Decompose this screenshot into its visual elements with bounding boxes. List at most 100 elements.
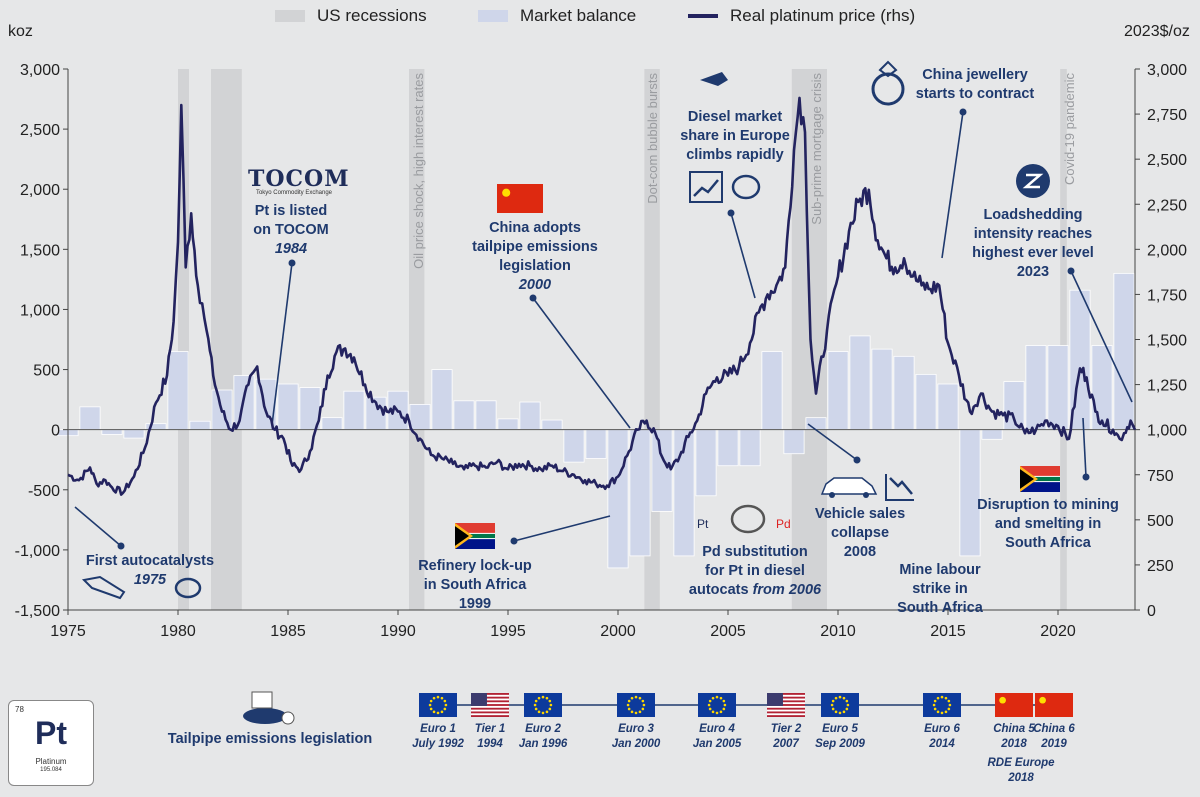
balance-bar xyxy=(277,383,299,431)
refinery-annotation: Refinery lock-up in South Africa 1999 xyxy=(400,557,550,614)
timeline-item-date: Jan 1996 xyxy=(518,738,568,750)
timeline-item-caption: China 5 2018 xyxy=(969,722,1059,752)
timeline-item-date: 2014 xyxy=(929,738,955,750)
timeline-item-name: China 6 xyxy=(1033,723,1075,735)
mine-line2: strike in xyxy=(912,581,968,597)
vehicle-sales-annotation: Vehicle sales collapse 2008 xyxy=(805,505,915,562)
timeline-item-name: Euro 3 xyxy=(618,723,654,735)
chart-down-icon xyxy=(885,474,914,501)
right-tick-label: 1,750 xyxy=(1147,287,1187,304)
ring-icon xyxy=(871,72,905,106)
left-tick-label: 2,000 xyxy=(20,182,60,199)
legend-balance: Market balance xyxy=(478,6,636,26)
timeline-item-name: China 5 xyxy=(993,723,1035,735)
pd-pd-label: Pd xyxy=(776,517,791,531)
balance-bar xyxy=(167,351,189,431)
balance-bar xyxy=(1025,345,1047,431)
chart-up-icon-line xyxy=(693,179,719,197)
chart-up-icon xyxy=(689,171,723,203)
timeline-item-date: 2019 xyxy=(1041,738,1067,750)
car-wheel-icon-2 xyxy=(863,492,869,498)
tocom-line1: Pt is listed xyxy=(254,203,328,219)
legend-recessions-label: US recessions xyxy=(317,6,427,25)
leader-line xyxy=(532,297,631,429)
refinery-line1: Refinery lock-up xyxy=(418,558,532,574)
loadshedding-line1: Loadshedding xyxy=(983,207,1083,223)
timeline-item-name: Euro 5 xyxy=(822,723,858,735)
disruption-line3: South Africa xyxy=(1005,535,1091,551)
right-tick-label: 2,000 xyxy=(1147,242,1187,259)
balance-bar xyxy=(343,390,365,431)
balance-bar xyxy=(431,369,453,431)
x-tick-label: 2015 xyxy=(930,623,966,640)
pd-substitution-annotation: Pd substitution for Pt in diesel autocat… xyxy=(670,543,840,600)
price-line xyxy=(67,96,1137,496)
right-axis-unit: 2023$/oz xyxy=(1124,23,1190,40)
event-label-subprime: Sub-prime mortgage crisis xyxy=(809,73,824,225)
left-tick-label: -1,500 xyxy=(15,603,60,620)
timeline-item-name: Tier 2 xyxy=(770,723,802,735)
left-tick-label: -1,000 xyxy=(15,543,60,560)
x-tick-label: 1985 xyxy=(270,623,306,640)
event-label-covid: Covid-19 pandemic xyxy=(1062,73,1077,186)
x-tick-label: 1990 xyxy=(380,623,416,640)
diesel-line3: climbs rapidly xyxy=(686,147,784,163)
diesel-line1: Diesel market xyxy=(687,109,783,125)
jewellery-line1: China jewellery xyxy=(922,67,1028,83)
timeline-item-caption: Tier 2 2007 xyxy=(741,722,831,752)
element-symbol: Pt xyxy=(35,715,67,751)
tocom-year: 1984 xyxy=(274,241,308,257)
right-tick-label: 1,250 xyxy=(1147,378,1187,395)
balance-bar xyxy=(101,429,123,435)
balance-swatch xyxy=(478,10,508,22)
chart-down-icon-line xyxy=(889,477,913,495)
rde-europe-caption: RDE Europe 2018 xyxy=(976,756,1066,786)
balance-bar xyxy=(453,400,475,431)
pd-pt-label: Pt xyxy=(697,517,709,531)
jewellery-annotation: China jewellery starts to contract xyxy=(895,66,1055,104)
autocatalyst-icon xyxy=(174,577,202,599)
autocatalyst-annotation: First autocatalysts 1975 xyxy=(70,552,230,590)
balance-bar xyxy=(1113,272,1135,431)
left-tick-label: 1,000 xyxy=(20,302,60,319)
balance-bar xyxy=(849,335,871,431)
pd-line3a: autocats xyxy=(688,582,753,598)
china-year: 2000 xyxy=(518,277,552,293)
x-tick-label: 2020 xyxy=(1040,623,1076,640)
timeline-item-name: Euro 4 xyxy=(699,723,735,735)
leader-line xyxy=(941,111,964,259)
leader-dot xyxy=(1082,473,1090,481)
balance-bar xyxy=(123,429,145,439)
loadshedding-year: 2023 xyxy=(1016,264,1050,280)
event-label-dotcom: Dot-com bubble bursts xyxy=(645,73,660,204)
left-tick-label: 0 xyxy=(51,423,60,440)
leader-line xyxy=(730,212,756,299)
vehicle-line1: Vehicle sales xyxy=(814,506,906,522)
timeline-item-date: Sep 2009 xyxy=(815,738,865,750)
vehicle-line2: collapse xyxy=(830,525,890,541)
balance-bar xyxy=(541,419,563,431)
pd-catalyst-icon xyxy=(730,504,766,534)
right-tick-label: 750 xyxy=(1147,468,1174,485)
tocom-logo: TOCOM Tokyo Commodity Exchange xyxy=(248,166,349,196)
balance-bar xyxy=(585,429,607,459)
recession-band xyxy=(409,69,425,610)
south-africa-flag-icon-black xyxy=(455,526,469,546)
legend-price-label: Real platinum price (rhs) xyxy=(730,6,916,25)
south-africa-flag-icon-2-green xyxy=(1020,476,1060,482)
rde-name: RDE Europe xyxy=(987,757,1055,769)
event-label-oil: Oil price shock, high interest rates xyxy=(411,73,426,269)
mine-strike-annotation: Mine labour strike in South Africa xyxy=(880,561,1000,618)
timeline-item-caption: Euro 6 2014 xyxy=(897,722,987,752)
balance-bar xyxy=(651,429,673,512)
left-tick-label: 500 xyxy=(33,363,60,380)
left-tick-label: -500 xyxy=(28,483,60,500)
right-tick-label: 1,000 xyxy=(1147,423,1187,440)
leader-line xyxy=(74,506,122,547)
balance-bar xyxy=(1091,345,1113,431)
balance-bar xyxy=(739,429,761,467)
timeline-item-name: Tier 1 xyxy=(474,723,506,735)
south-africa-flag-icon-2-black xyxy=(1020,469,1034,489)
balance-bar xyxy=(871,348,893,431)
diesel-line2: share in Europe xyxy=(680,128,790,144)
